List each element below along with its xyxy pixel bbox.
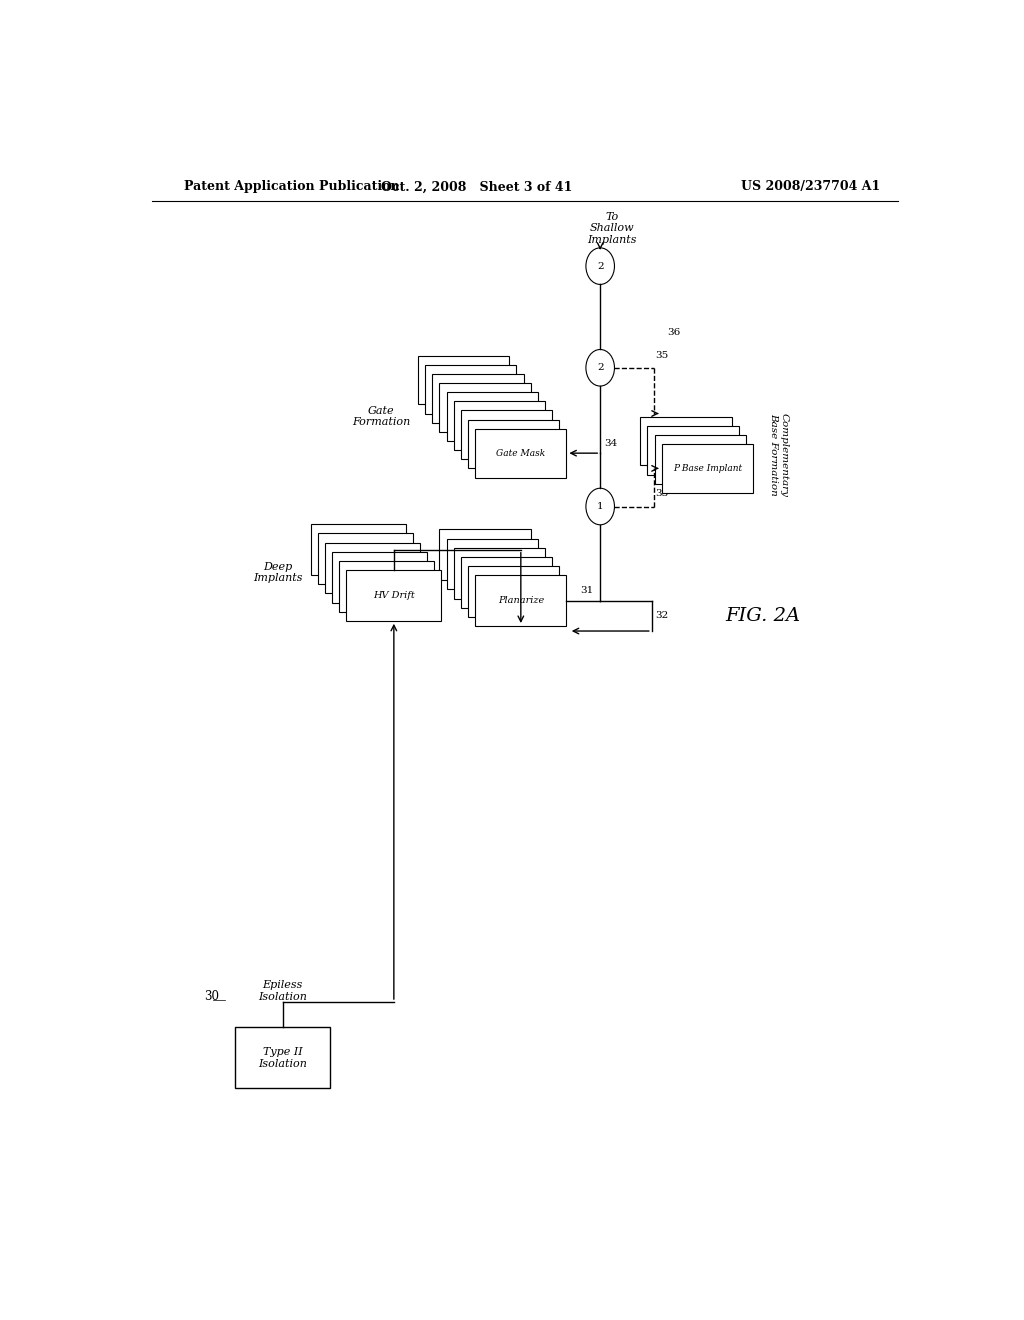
Text: N-well I: N-well I [346, 554, 385, 564]
FancyBboxPatch shape [647, 426, 738, 474]
Text: N Base Implant: N Base Implant [657, 446, 728, 454]
Text: Silicide: Silicide [497, 440, 530, 449]
Text: Complementary
Base Formation: Complementary Base Formation [769, 413, 788, 496]
FancyBboxPatch shape [454, 401, 545, 450]
FancyBboxPatch shape [461, 557, 552, 607]
Text: HV Gate Mask: HV Gate Mask [459, 412, 525, 421]
FancyBboxPatch shape [236, 1027, 331, 1089]
FancyBboxPatch shape [317, 533, 413, 585]
Text: Deep
Implants: Deep Implants [253, 562, 303, 583]
Text: US 2008/237704 A1: US 2008/237704 A1 [741, 181, 880, 193]
FancyBboxPatch shape [475, 576, 566, 626]
FancyBboxPatch shape [332, 552, 427, 602]
Text: P Base Implant: P Base Implant [673, 463, 742, 473]
Text: Shallow
Trench Iso: Shallow Trench Iso [372, 566, 431, 589]
Text: Sac OX: Sac OX [481, 569, 517, 578]
Text: P Base Mask: P Base Mask [671, 455, 729, 463]
Text: Gate OX II: Gate OX II [475, 421, 523, 430]
FancyBboxPatch shape [446, 539, 538, 589]
Text: N Base Mask: N Base Mask [655, 437, 716, 445]
Text: P-well I: P-well I [354, 564, 391, 573]
Text: 30: 30 [204, 990, 219, 1003]
Text: Vt Adj I: Vt Adj I [446, 375, 481, 384]
FancyBboxPatch shape [468, 566, 559, 616]
Text: Type II
Isolation: Type II Isolation [258, 1047, 307, 1069]
FancyBboxPatch shape [439, 383, 530, 432]
Text: N-well II: N-well II [358, 573, 401, 582]
Text: 2: 2 [597, 261, 603, 271]
FancyBboxPatch shape [454, 548, 545, 598]
Text: FIG. 2A: FIG. 2A [725, 607, 801, 624]
Text: Poly Dep: Poly Dep [486, 430, 526, 440]
Text: Vt Adj II: Vt Adj II [459, 393, 497, 403]
Text: Gate
Formation: Gate Formation [352, 405, 411, 428]
Text: Gate Mask: Gate Mask [497, 449, 546, 458]
FancyBboxPatch shape [325, 543, 420, 594]
FancyBboxPatch shape [418, 355, 509, 404]
Text: 31: 31 [581, 586, 594, 595]
FancyBboxPatch shape [439, 529, 530, 581]
Text: 33: 33 [655, 490, 669, 499]
FancyBboxPatch shape [339, 561, 434, 611]
Text: Gate OX I: Gate OX I [463, 403, 507, 412]
FancyBboxPatch shape [425, 364, 516, 413]
Text: 34: 34 [604, 440, 617, 447]
Text: Patent Application Publication: Patent Application Publication [183, 181, 399, 193]
FancyBboxPatch shape [654, 434, 745, 483]
Text: HV Drift: HV Drift [373, 591, 415, 601]
Text: 35: 35 [655, 351, 669, 359]
FancyBboxPatch shape [640, 417, 731, 466]
Text: STI Etch: STI Etch [471, 560, 514, 569]
Text: 2: 2 [597, 363, 603, 372]
FancyBboxPatch shape [461, 411, 552, 459]
Text: P-well II: P-well II [367, 582, 407, 591]
FancyBboxPatch shape [346, 570, 441, 620]
Text: To
Shallow
Implants: To Shallow Implants [588, 211, 637, 244]
Text: Epiless
Isolation: Epiless Isolation [258, 981, 307, 1002]
FancyBboxPatch shape [446, 392, 538, 441]
Text: Field Oxide: Field Oxide [330, 545, 386, 554]
FancyBboxPatch shape [475, 429, 566, 478]
Text: OX: OX [499, 578, 514, 586]
Text: Vt Mask: Vt Mask [452, 384, 489, 393]
FancyBboxPatch shape [432, 374, 523, 422]
FancyBboxPatch shape [468, 420, 559, 469]
Text: Oct. 2, 2008   Sheet 3 of 41: Oct. 2, 2008 Sheet 3 of 41 [382, 181, 572, 193]
FancyBboxPatch shape [310, 524, 406, 576]
Text: 36: 36 [667, 329, 680, 338]
Text: OX Dep: OX Dep [495, 587, 532, 595]
Text: 32: 32 [655, 611, 669, 620]
Text: 1: 1 [597, 502, 603, 511]
FancyBboxPatch shape [662, 444, 753, 492]
Text: Planarize: Planarize [498, 597, 544, 605]
Text: Trench Mask: Trench Mask [453, 550, 517, 560]
